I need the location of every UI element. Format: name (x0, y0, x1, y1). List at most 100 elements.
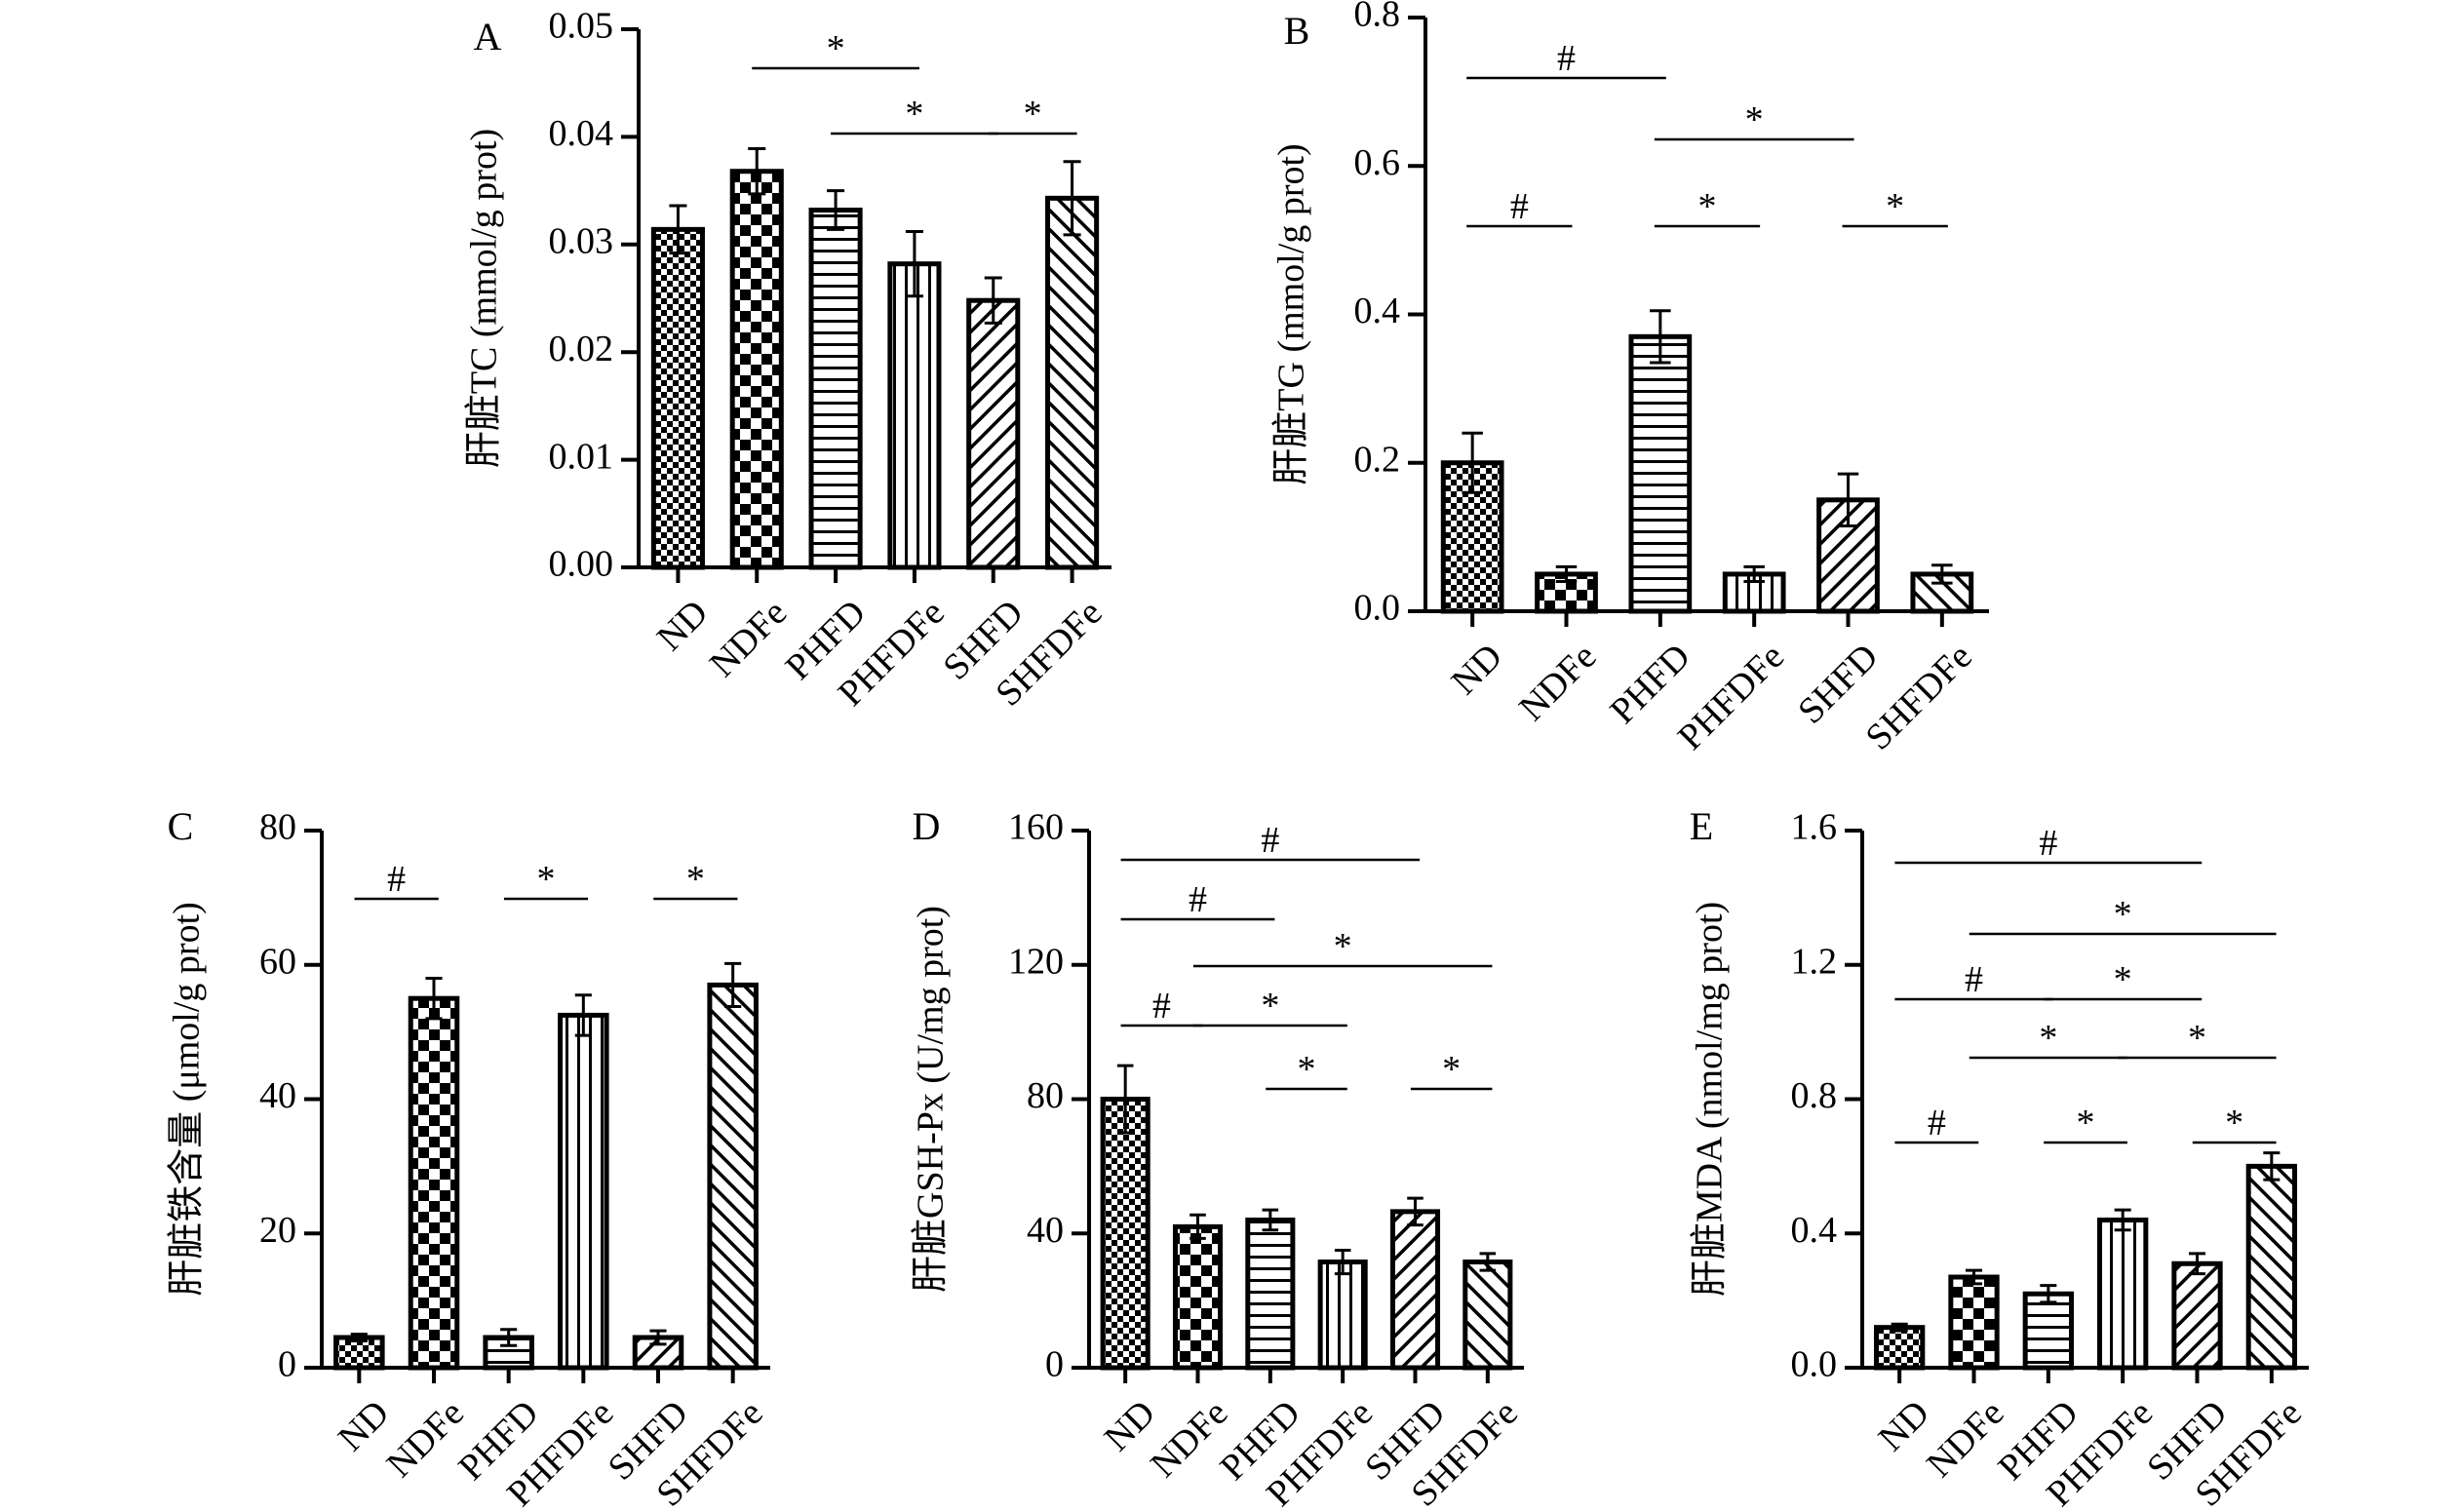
y-tick-label: 160 (1008, 807, 1064, 848)
significance-mark: * (2114, 894, 2132, 935)
y-tick-label: 0.01 (549, 436, 614, 477)
significance-mark: * (827, 28, 845, 69)
significance-mark: * (905, 94, 923, 135)
y-tick-label: 0.4 (1354, 291, 1401, 331)
bar-shfd (966, 297, 1021, 570)
category-label: NDFe (1511, 636, 1604, 728)
bar-shfdfe (1045, 195, 1100, 570)
y-tick-label: 0.2 (1354, 439, 1401, 480)
significance-mark: # (387, 859, 406, 900)
y-tick-label: 60 (259, 941, 296, 982)
panel-letter: D (913, 804, 941, 848)
significance-mark: * (2188, 1018, 2206, 1059)
category-label: NDFe (1919, 1392, 2011, 1485)
bar-shfdfe (1462, 1260, 1513, 1371)
y-tick-label: 1.2 (1791, 941, 1838, 982)
y-tick-label: 120 (1008, 941, 1064, 982)
y-tick-label: 0.4 (1791, 1210, 1838, 1251)
significance-mark: * (686, 859, 705, 900)
panel-letter: C (168, 804, 194, 848)
category-label: NDFe (702, 592, 795, 684)
bar-shfd (1389, 1209, 1441, 1371)
bar-phfd (808, 207, 863, 570)
significance-mark: * (1024, 94, 1042, 135)
y-tick-label: 0.0 (1791, 1344, 1838, 1385)
y-tick-label: 0.02 (549, 329, 614, 369)
bar-phfd (1245, 1217, 1296, 1371)
category-label: ND (1444, 636, 1511, 703)
y-tick-label: 80 (259, 807, 296, 848)
category-label: PHFDFe (1670, 636, 1792, 757)
bar-phfdfe (1317, 1260, 1368, 1371)
bar-phfdfe (887, 261, 942, 570)
category-label: NDFe (379, 1392, 472, 1485)
significance-mark: * (1442, 1049, 1461, 1090)
significance-mark: * (1298, 1049, 1316, 1090)
y-axis-label: 肝脏MDA (nmol/mg prot) (1690, 902, 1731, 1297)
bar-ndfe (729, 169, 784, 570)
significance-mark: # (1189, 879, 1207, 920)
significance-mark: * (1334, 926, 1352, 967)
bar-nd (1874, 1325, 1926, 1371)
chart-panel-b: B 0.0 0.2 0.4 0.6 0.8 肝脏TG (mmol/g prot) ND NDFe… (1271, 0, 1989, 758)
panel-letter: E (1690, 804, 1713, 848)
significance-mark: # (1510, 186, 1529, 227)
category-label: ND (649, 592, 717, 659)
bar-phfdfe (2097, 1217, 2149, 1371)
bar-shfdfe (707, 982, 759, 1371)
y-axis-label: 肝脏铁含量 (μmol/g prot) (167, 902, 208, 1297)
significance-mark: # (1152, 986, 1171, 1027)
chart-panel-a: A 0.00 0.01 0.02 0.03 0.04 0.05 肝脏TC (mmol/g pr… (464, 6, 1112, 715)
y-tick-label: 0.04 (549, 113, 614, 154)
y-tick-label: 40 (259, 1075, 296, 1116)
bar-nd (650, 226, 705, 570)
y-tick-label: 0.05 (549, 6, 614, 47)
y-tick-label: 0.6 (1354, 142, 1401, 183)
bar-nd (1100, 1097, 1150, 1371)
significance-mark: * (1698, 186, 1717, 227)
y-tick-label: 0.8 (1354, 0, 1401, 35)
bar-shfdfe (2245, 1163, 2297, 1371)
significance-mark: * (2077, 1103, 2095, 1144)
bar-ndfe (1172, 1223, 1224, 1371)
significance-mark: * (1261, 986, 1279, 1027)
category-label: SHFDFe (1858, 636, 1980, 757)
y-axis-label: 肝脏GSH-Px (U/mg prot) (911, 906, 952, 1293)
significance-mark: * (2225, 1103, 2243, 1144)
y-tick-label: 0 (278, 1344, 296, 1385)
significance-mark: * (1886, 186, 1904, 227)
significance-mark: # (1928, 1103, 1946, 1144)
significance-mark: # (2039, 823, 2057, 864)
y-axis-label: 肝脏TC (mmol/g prot) (464, 129, 505, 468)
significance-mark: # (1261, 820, 1279, 861)
y-axis-label: 肝脏TG (mmol/g prot) (1271, 143, 1312, 485)
y-tick-label: 80 (1027, 1075, 1064, 1116)
significance-mark: * (537, 859, 556, 900)
bar-ndfe (1948, 1274, 2000, 1371)
panel-letter: A (474, 15, 502, 58)
y-tick-label: 0.03 (549, 221, 614, 262)
bar-shfd (2171, 1260, 2223, 1371)
significance-mark: # (1965, 959, 1983, 1000)
panel-letter: B (1284, 9, 1310, 53)
bar-phfd (1628, 333, 1693, 614)
category-label: NDFe (1143, 1392, 1235, 1485)
y-tick-label: 0.00 (549, 544, 614, 585)
significance-mark: * (2039, 1018, 2057, 1059)
significance-mark: # (1557, 38, 1576, 79)
y-tick-label: 20 (259, 1210, 296, 1251)
significance-mark: * (1745, 99, 1764, 140)
bar-phfdfe (558, 1012, 609, 1371)
y-tick-label: 40 (1027, 1210, 1064, 1251)
bar-phfd (2022, 1291, 2074, 1371)
y-tick-label: 0.8 (1791, 1075, 1838, 1116)
y-tick-label: 0.0 (1354, 588, 1401, 629)
y-tick-label: 1.6 (1791, 807, 1838, 848)
significance-mark: * (2114, 959, 2132, 1000)
y-tick-label: 0 (1045, 1344, 1064, 1385)
bar-ndfe (408, 995, 460, 1371)
